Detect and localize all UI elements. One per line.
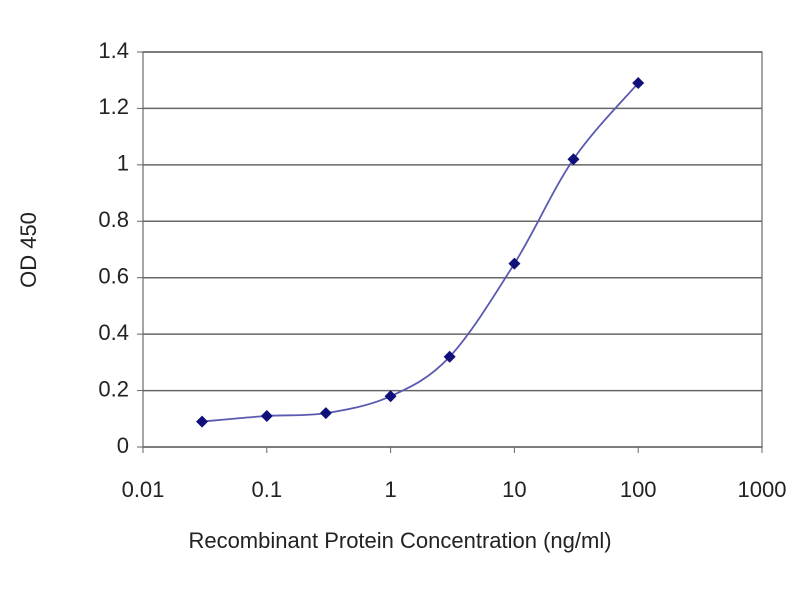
x-tick-label: 1000 xyxy=(738,477,787,502)
x-tick-label: 0.01 xyxy=(122,477,165,502)
y-tick-label: 0.6 xyxy=(98,264,129,289)
x-axis-label: Recombinant Protein Concentration (ng/ml… xyxy=(188,528,611,553)
y-tick-label: 0.4 xyxy=(98,320,129,345)
plot-area xyxy=(142,51,763,448)
data-point xyxy=(443,350,456,363)
data-point xyxy=(319,407,332,420)
y-axis-label: OD 450 xyxy=(16,212,41,288)
y-tick-label: 0 xyxy=(117,433,129,458)
data-point xyxy=(508,257,521,270)
x-tick-label: 0.1 xyxy=(252,477,283,502)
y-tick-label: 1.4 xyxy=(98,38,129,63)
y-tick-label: 0.2 xyxy=(98,376,129,401)
x-tick-label: 1 xyxy=(384,477,396,502)
data-point xyxy=(632,77,645,90)
data-point xyxy=(384,390,397,403)
data-point xyxy=(260,409,273,422)
y-tick-label: 1.2 xyxy=(98,94,129,119)
y-tick-label: 0.8 xyxy=(98,207,129,232)
y-tick-label: 1 xyxy=(117,151,129,176)
data-point xyxy=(567,153,580,166)
x-tick-label: 10 xyxy=(502,477,526,502)
x-tick-label: 100 xyxy=(620,477,657,502)
data-point xyxy=(196,415,209,428)
